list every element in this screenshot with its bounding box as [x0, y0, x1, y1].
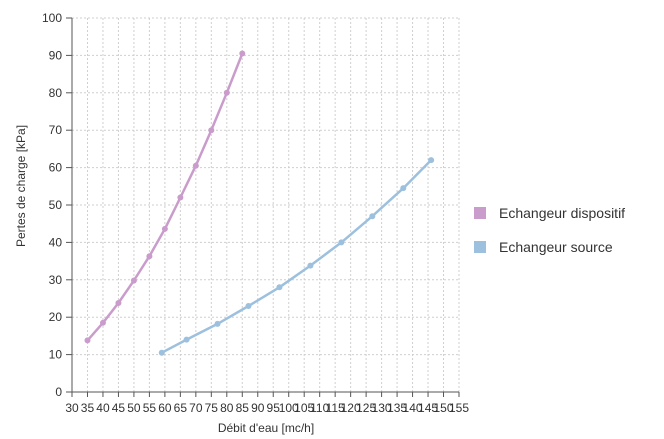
x-tick-label: 60	[158, 401, 172, 415]
x-tick-label: 150	[434, 401, 454, 415]
legend-label-source: Echangeur source	[499, 239, 613, 255]
x-tick-label: 140	[403, 401, 423, 415]
y-tick-label: 100	[42, 11, 62, 25]
x-tick-label: 55	[143, 401, 157, 415]
x-tick-label: 145	[418, 401, 438, 415]
x-tick-label: 130	[372, 401, 392, 415]
x-tick-label: 115	[326, 401, 345, 415]
legend-swatch-source	[474, 241, 486, 253]
legend-item-dispositif[interactable]: Echangeur dispositif	[474, 203, 625, 223]
y-tick-label: 20	[49, 310, 63, 324]
y-tick-label: 80	[49, 86, 63, 100]
grid	[72, 17, 460, 392]
y-tick-label: 30	[49, 273, 63, 287]
y-tick-label: 0	[55, 385, 62, 399]
y-tick-label: 50	[49, 198, 63, 212]
y-tick-label: 70	[49, 123, 63, 137]
ticks: 30 35 40 45 50 55 60 65 70 75 80 85 90 95100105110115…	[42, 11, 469, 415]
x-tick-label: 75	[205, 401, 219, 415]
series-point-0	[130, 277, 137, 284]
x-tick-label: 85	[236, 401, 250, 415]
series-point-1	[338, 239, 345, 246]
series-point-0	[161, 225, 168, 232]
series-point-1	[245, 302, 252, 309]
legend-item-source[interactable]: Echangeur source	[474, 237, 625, 257]
x-tick-label: 155	[449, 401, 469, 415]
y-tick-label: 40	[49, 235, 63, 249]
series-line-0	[86, 52, 244, 342]
y-tick-label: 10	[49, 348, 63, 362]
y-tick-label: 90	[49, 48, 63, 62]
y-tick-label: 60	[49, 161, 63, 175]
series-point-0	[177, 194, 184, 201]
legend: Echangeur dispositif Echangeur source	[474, 203, 625, 271]
x-axis-label: Débit d'eau [mc/h]	[218, 421, 314, 435]
x-tick-label: 30	[65, 401, 79, 415]
series-point-0	[146, 253, 153, 260]
x-tick-label: 110	[310, 401, 329, 415]
x-tick-label: 100	[279, 401, 299, 415]
series-point-1	[369, 213, 376, 220]
series-point-0	[192, 162, 199, 169]
legend-swatch-dispositif	[474, 207, 486, 219]
series-point-0	[223, 89, 230, 96]
series-point-0	[115, 299, 122, 306]
x-tick-label: 35	[81, 401, 95, 415]
x-tick-label: 40	[96, 401, 110, 415]
series-point-0	[208, 127, 215, 134]
series-layer	[84, 50, 435, 356]
x-tick-label: 80	[220, 401, 234, 415]
series-point-0	[99, 319, 106, 326]
x-tick-label: 125	[356, 401, 376, 415]
x-tick-label: 95	[267, 401, 281, 415]
series-point-0	[239, 50, 246, 57]
series-point-0	[84, 337, 91, 344]
series-point-1	[158, 349, 165, 356]
series-point-1	[400, 185, 407, 192]
x-tick-label: 70	[189, 401, 203, 415]
x-tick-label: 65	[174, 401, 188, 415]
x-tick-label: 50	[127, 401, 141, 415]
series-point-1	[276, 284, 283, 291]
series-point-1	[428, 157, 435, 164]
series-point-1	[183, 336, 190, 343]
x-tick-label: 90	[251, 401, 265, 415]
y-axis-label: Pertes de charge [kPa]	[14, 125, 28, 247]
series-point-1	[214, 320, 221, 327]
series-line-1	[160, 158, 433, 354]
legend-label-dispositif: Echangeur dispositif	[499, 205, 626, 221]
x-tick-label: 135	[387, 401, 407, 415]
series-point-1	[307, 262, 314, 269]
x-tick-label: 45	[112, 401, 126, 415]
x-tick-label: 105	[294, 401, 314, 415]
x-tick-label: 120	[341, 401, 361, 415]
